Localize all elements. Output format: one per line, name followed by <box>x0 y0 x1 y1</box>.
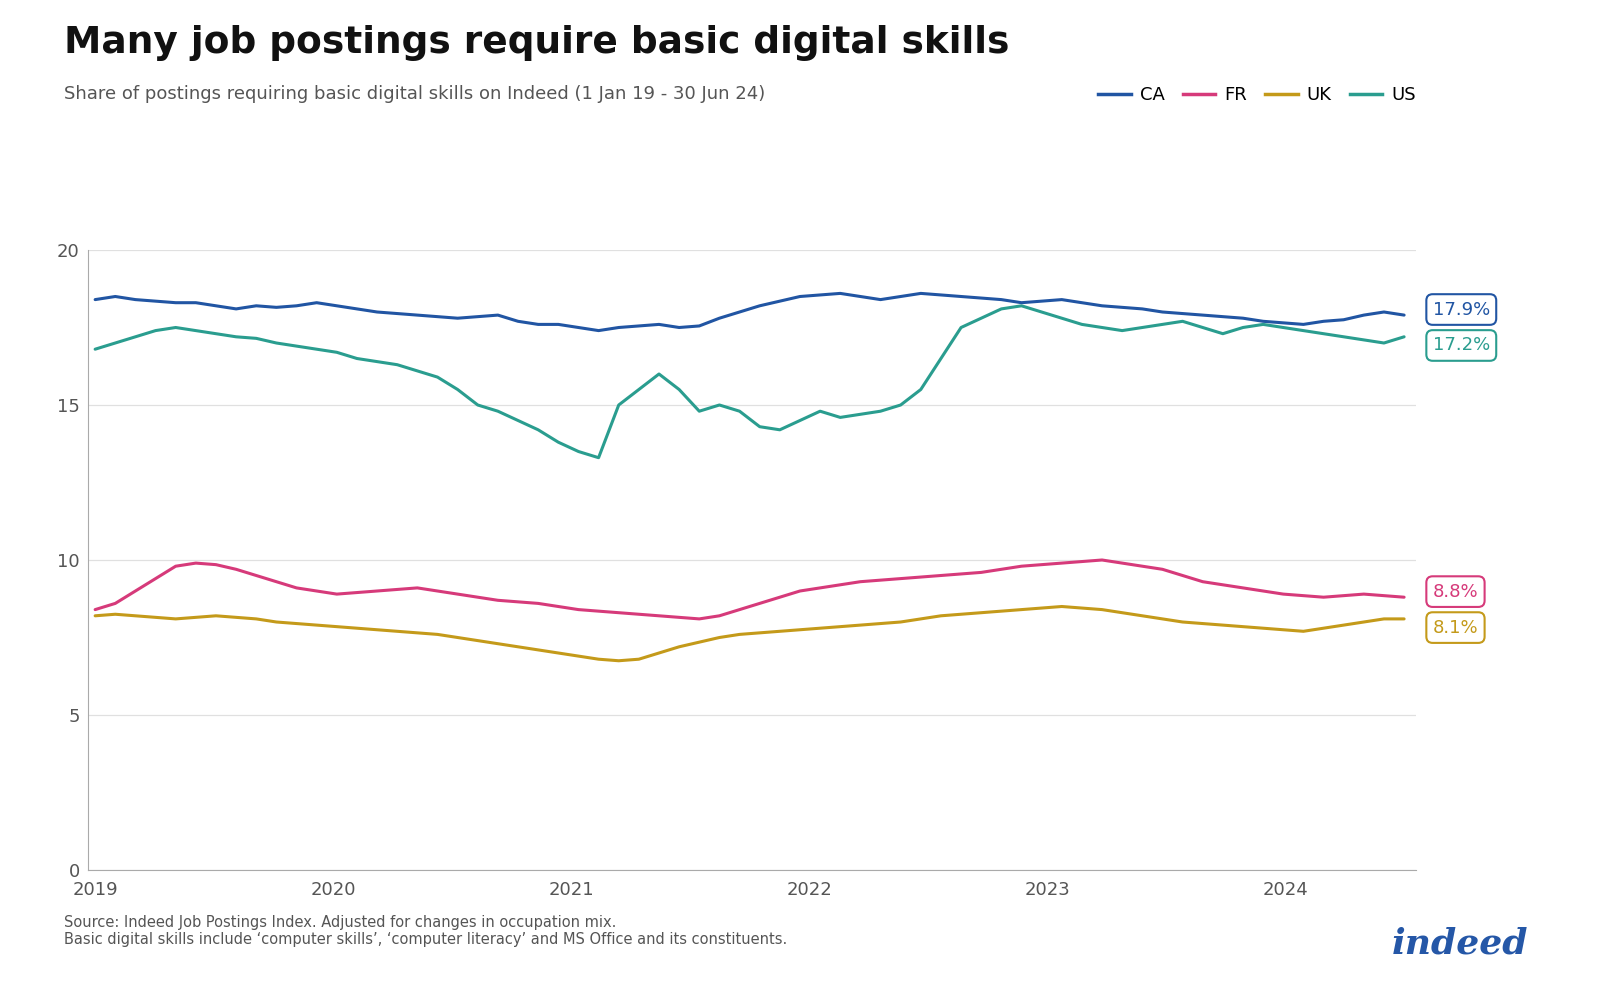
Legend: CA, FR, UK, US: CA, FR, UK, US <box>1091 79 1422 111</box>
Text: indeed: indeed <box>1392 926 1528 960</box>
Text: Share of postings requiring basic digital skills on Indeed (1 Jan 19 - 30 Jun 24: Share of postings requiring basic digita… <box>64 85 765 103</box>
Text: 8.8%: 8.8% <box>1432 583 1478 601</box>
Text: Many job postings require basic digital skills: Many job postings require basic digital … <box>64 25 1010 61</box>
Text: 17.9%: 17.9% <box>1432 301 1490 319</box>
Text: 17.2%: 17.2% <box>1432 336 1490 354</box>
Text: Source: Indeed Job Postings Index. Adjusted for changes in occupation mix.
Basic: Source: Indeed Job Postings Index. Adjus… <box>64 915 787 947</box>
Text: 8.1%: 8.1% <box>1432 619 1478 637</box>
